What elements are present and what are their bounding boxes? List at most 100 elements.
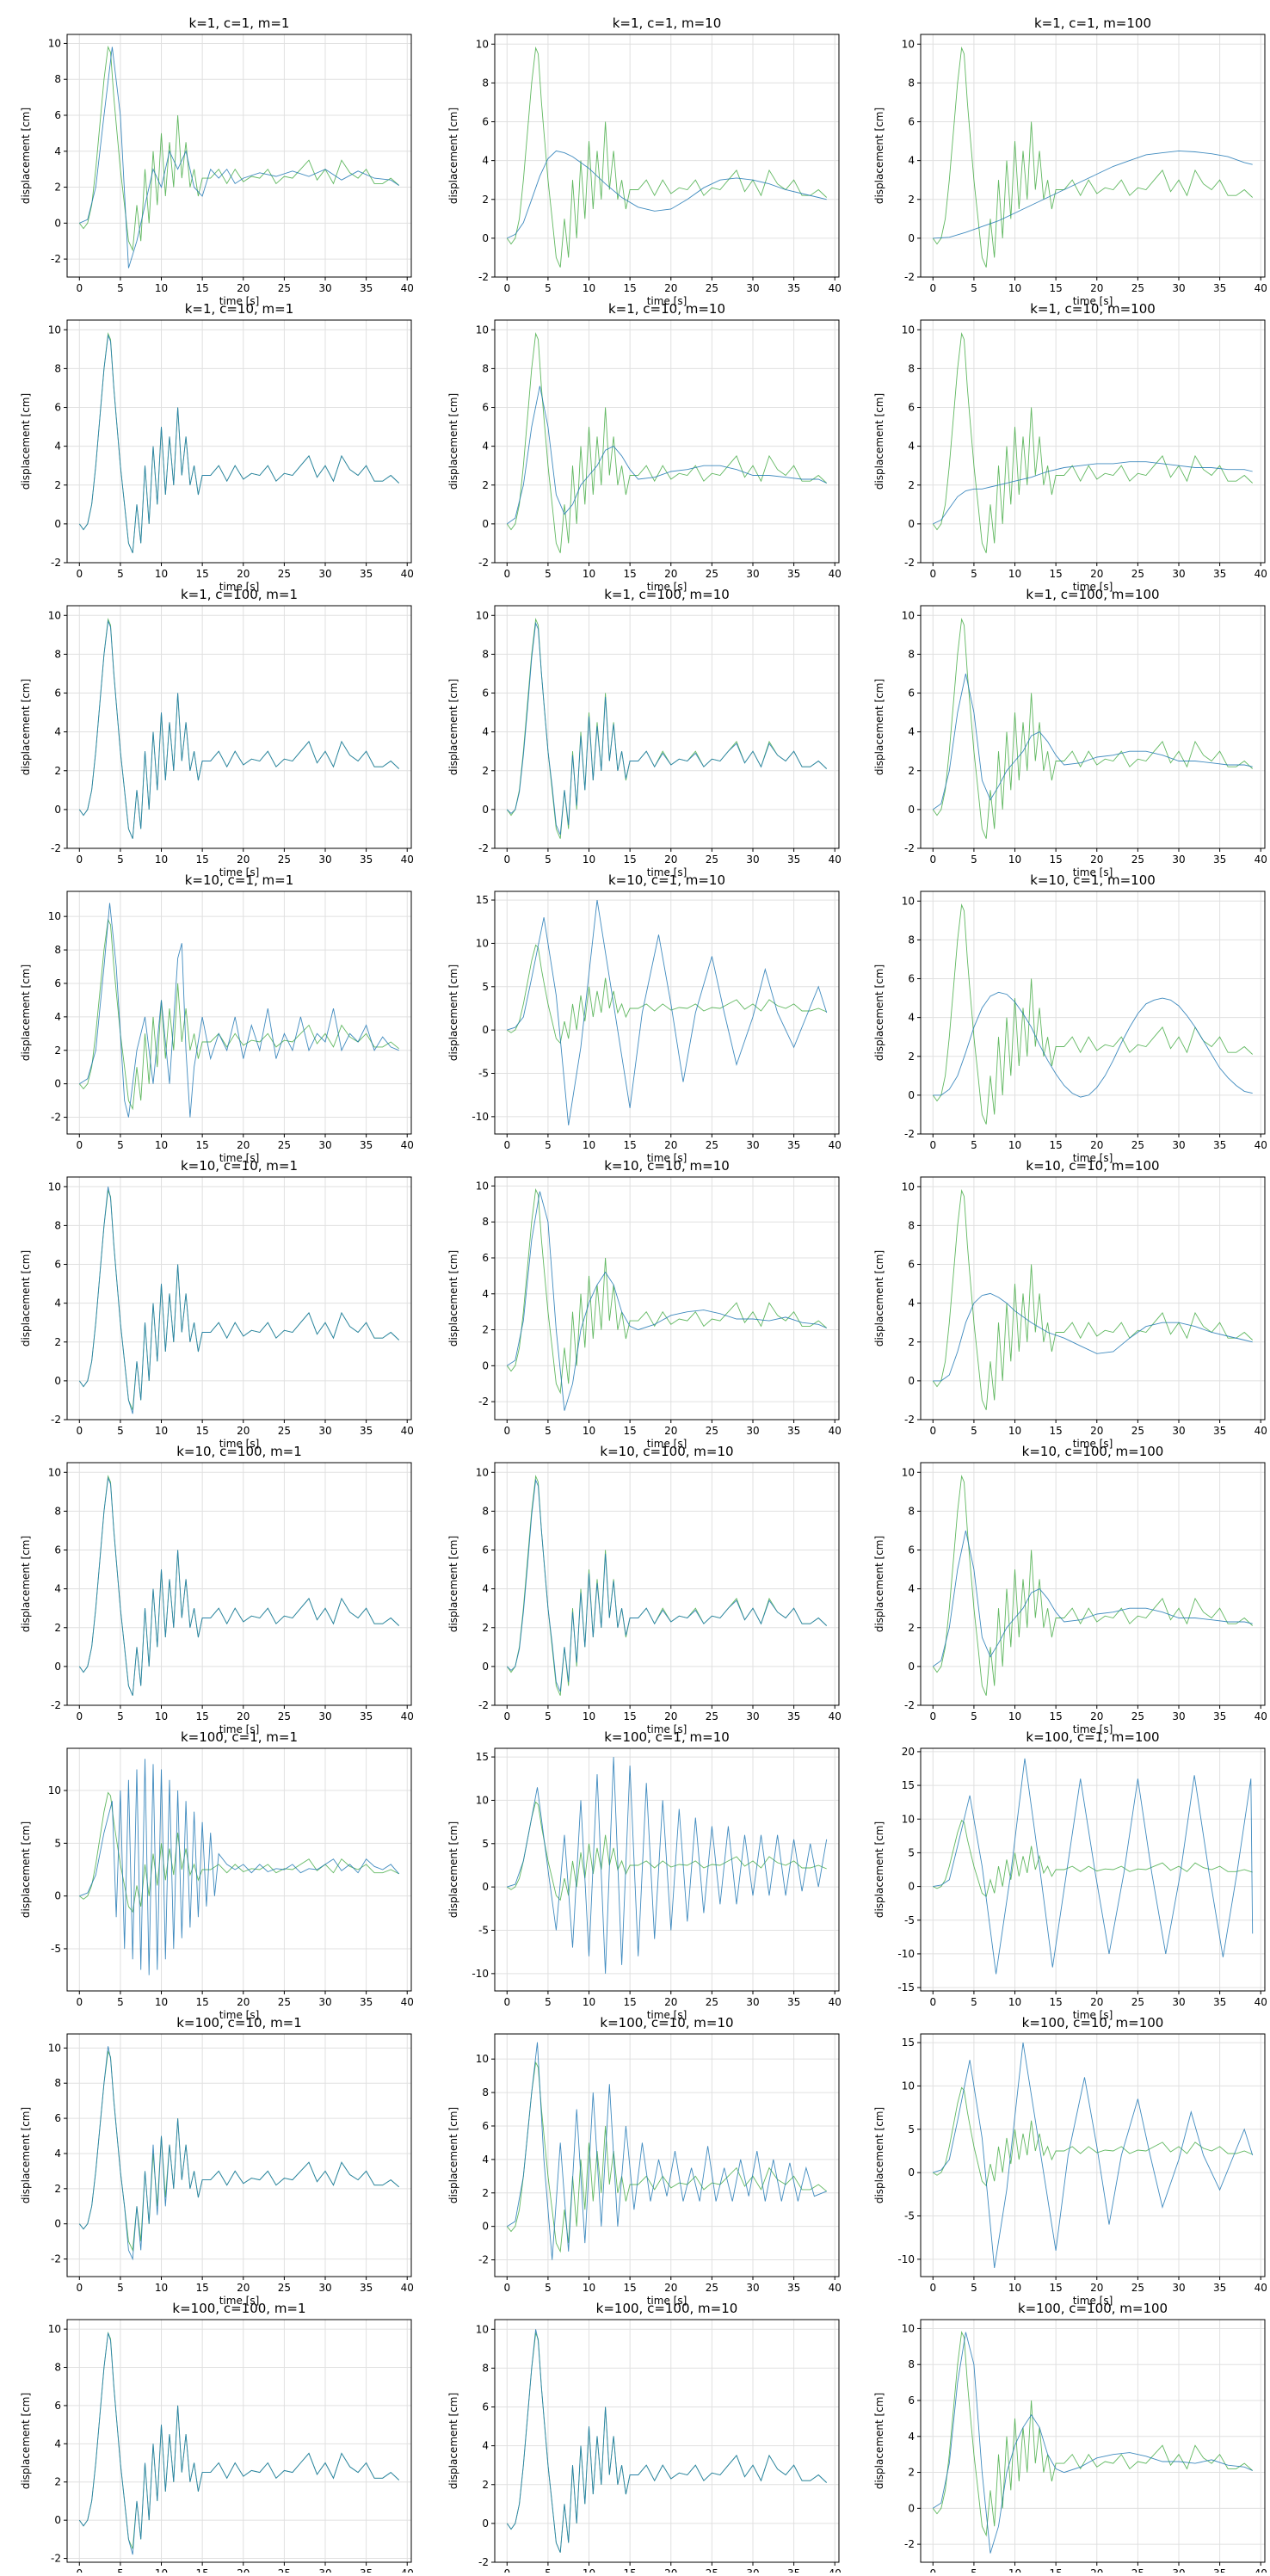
x-tick-label: 35 xyxy=(787,1425,800,1437)
x-tick-label: 15 xyxy=(196,2282,209,2294)
x-tick-label: 40 xyxy=(401,568,414,580)
x-tick-label: 10 xyxy=(1008,1139,1021,1151)
y-tick-label: 10 xyxy=(902,2322,915,2334)
axes-frame xyxy=(494,319,840,564)
x-tick-label: 35 xyxy=(1213,854,1226,866)
y-tick-label: 5 xyxy=(482,1838,489,1850)
y-tick-label: -2 xyxy=(478,1396,489,1408)
x-tick-label: 40 xyxy=(1255,1425,1267,1437)
x-tick-label: 5 xyxy=(971,1425,977,1437)
y-tick-label: 6 xyxy=(54,402,61,414)
x-tick-label: 5 xyxy=(971,854,977,866)
x-tick-label: 5 xyxy=(971,2567,977,2573)
y-tick-label: -10 xyxy=(472,1968,489,1980)
x-tick-label: 15 xyxy=(1050,854,1063,866)
x-tick-label: 10 xyxy=(1008,2282,1021,2294)
y-tick-label: 8 xyxy=(54,648,61,660)
y-tick-label: -10 xyxy=(897,1948,915,1960)
x-tick-label: 20 xyxy=(1090,1425,1103,1437)
y-tick-label: 2 xyxy=(482,1622,489,1634)
panel-18: 0 5 10 15 20 25 30 35 40 -2 0 2 4 6 8 10 k=10, c=100, m=… xyxy=(873,1444,1267,1735)
x-tick-label: 35 xyxy=(1213,282,1226,294)
y-tick-label: 15 xyxy=(476,894,489,906)
panel-1: 0 5 10 15 20 25 30 35 40 -2 0 2 4 6 8 10 k=1, c=1, m=1 ti… xyxy=(20,15,414,307)
y-tick-label: 0 xyxy=(482,232,489,244)
x-axis-label: time [s] xyxy=(219,581,260,593)
x-tick-label: 40 xyxy=(1255,2282,1267,2294)
x-tick-label: 20 xyxy=(1090,1710,1103,1722)
x-tick-label: 40 xyxy=(1255,2567,1267,2573)
y-tick-label: 6 xyxy=(482,2401,489,2413)
ground-series-line xyxy=(78,1189,400,1410)
x-tick-label: 20 xyxy=(237,2567,250,2573)
x-tick-label: 25 xyxy=(706,854,718,866)
x-tick-label: 30 xyxy=(746,1710,759,1722)
panel-title: k=100, c=1, m=10 xyxy=(604,1729,730,1745)
axes-frame xyxy=(66,891,412,1135)
panel-17: 0 5 10 15 20 25 30 35 40 -2 0 2 4 6 8 10 k=10, c=100, m=… xyxy=(447,1444,842,1735)
panel-title: k=100, c=1, m=1 xyxy=(181,1729,298,1745)
ground-series-line xyxy=(78,618,400,839)
x-tick-label: 15 xyxy=(1050,2567,1063,2573)
panel-title: k=10, c=1, m=10 xyxy=(608,872,725,888)
x-tick-label: 10 xyxy=(155,854,168,866)
axes-frame xyxy=(494,1462,840,1706)
y-tick-label: 8 xyxy=(908,934,915,946)
y-tick-label: 6 xyxy=(482,1544,489,1556)
y-tick-label: 2 xyxy=(908,1051,915,1063)
x-tick-label: 0 xyxy=(76,2567,83,2573)
y-tick-label: -2 xyxy=(478,271,489,283)
y-tick-label: 0 xyxy=(482,2221,489,2233)
y-tick-label: -2 xyxy=(904,1414,915,1426)
x-tick-label: 0 xyxy=(929,282,936,294)
y-tick-label: 4 xyxy=(482,441,489,453)
y-tick-label: 10 xyxy=(902,1180,915,1192)
x-tick-label: 30 xyxy=(1172,2567,1185,2573)
y-tick-label: 4 xyxy=(54,1011,61,1023)
y-tick-label: 2 xyxy=(54,765,61,777)
x-tick-label: 0 xyxy=(503,1710,510,1722)
y-tick-label: 0 xyxy=(482,1661,489,1673)
y-tick-label: -2 xyxy=(904,557,915,569)
y-tick-label: -2 xyxy=(51,557,61,569)
response-series-line xyxy=(933,673,1253,810)
axes-frame xyxy=(494,1176,840,1420)
axes-frame xyxy=(66,1462,412,1706)
ground-series-line xyxy=(506,1187,827,1395)
y-tick-label: 4 xyxy=(908,726,915,738)
x-tick-label: 10 xyxy=(583,2282,595,2294)
x-tick-label: 25 xyxy=(278,282,291,294)
x-tick-label: 20 xyxy=(664,568,677,580)
x-tick-label: 5 xyxy=(117,1139,124,1151)
panel-title: k=100, c=100, m=10 xyxy=(596,2301,738,2316)
x-tick-label: 30 xyxy=(1172,2282,1185,2294)
y-tick-label: 10 xyxy=(902,1813,915,1825)
y-tick-label: 10 xyxy=(48,609,61,621)
x-tick-label: 15 xyxy=(1050,568,1063,580)
ground-series-line xyxy=(507,1801,827,1901)
y-tick-label: -2 xyxy=(478,2254,489,2266)
ground-series-line xyxy=(932,2330,1253,2537)
y-tick-label: 8 xyxy=(482,2362,489,2374)
y-tick-label: 4 xyxy=(54,2437,61,2450)
x-tick-label: 0 xyxy=(76,1710,83,1722)
x-tick-label: 0 xyxy=(929,2567,936,2573)
y-tick-label: 10 xyxy=(48,2042,61,2054)
x-tick-label: 5 xyxy=(971,282,977,294)
x-tick-label: 40 xyxy=(829,854,842,866)
y-tick-label: 6 xyxy=(54,1259,61,1271)
response-series-line xyxy=(506,1478,828,1692)
y-axis-label: displacement [cm] xyxy=(20,964,32,1061)
y-tick-label: 6 xyxy=(908,1259,915,1271)
x-tick-label: 40 xyxy=(1255,568,1267,580)
y-tick-label: -2 xyxy=(51,2253,61,2265)
x-tick-label: 25 xyxy=(706,1139,718,1151)
y-tick-label: 15 xyxy=(476,1751,489,1763)
y-tick-label: 10 xyxy=(48,1784,61,1796)
y-tick-label: 2 xyxy=(482,765,489,777)
x-tick-label: 30 xyxy=(1172,1996,1185,2008)
y-tick-label: -2 xyxy=(478,2556,489,2568)
y-tick-label: 0 xyxy=(54,2218,61,2230)
x-tick-label: 25 xyxy=(278,1996,291,2008)
y-tick-label: 4 xyxy=(908,1583,915,1595)
